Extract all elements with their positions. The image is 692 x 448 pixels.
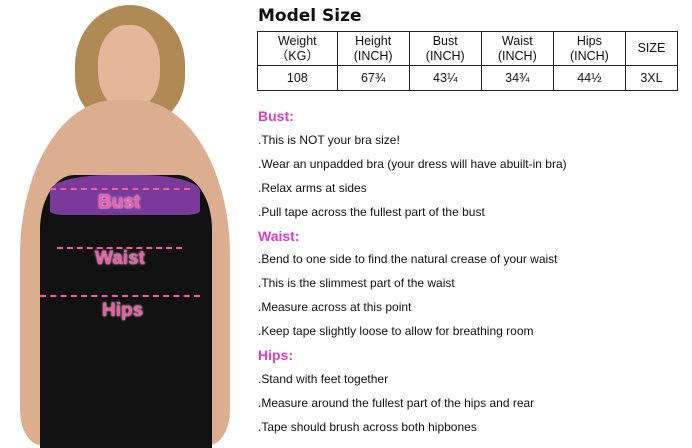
hips-measure-line — [40, 295, 200, 297]
model-figure: Bust Waist Hips — [0, 0, 250, 448]
header-size: SIZE — [624, 31, 679, 66]
model-face — [98, 25, 160, 110]
header-hips: Hips (INCH) — [552, 31, 626, 66]
waist-label: Waist — [95, 248, 145, 269]
list-item: .Bend to one side to find the natural cr… — [258, 252, 558, 266]
list-item: .Keep tape slightly loose to allow for b… — [258, 324, 534, 338]
list-item: .Stand with feet together — [258, 372, 389, 386]
model-bra — [50, 175, 200, 215]
cell-height: 67¾ — [336, 65, 410, 91]
list-item: .Wear an unpadded bra (your dress will h… — [258, 157, 567, 171]
list-item: .Measure around the fullest part of the … — [258, 396, 535, 410]
list-item: .This is the slimmest part of the waist — [258, 276, 455, 290]
bust-measure-line — [50, 188, 190, 190]
table-header-row: Weight （KG） Height (INCH) Bust (INCH) Waist… — [257, 31, 679, 66]
header-weight: Weight （KG） — [257, 31, 338, 66]
header-waist: Waist (INCH) — [480, 31, 554, 66]
list-item: .Pull tape across the fullest part of th… — [258, 205, 485, 219]
list-item: .This is NOT your bra size! — [258, 133, 400, 147]
model-size-table: Weight （KG） Height (INCH) Bust (INCH) Waist… — [257, 31, 679, 91]
bust-label: Bust — [98, 192, 141, 213]
waist-measure-line — [57, 247, 182, 249]
hips-heading: Hips: — [258, 347, 293, 363]
page-title: Model Size — [258, 6, 362, 26]
list-item: .Measure across at this point — [258, 300, 412, 314]
cell-waist: 34¾ — [480, 65, 554, 91]
cell-weight: 108 — [257, 65, 338, 91]
header-bust: Bust (INCH) — [408, 31, 482, 66]
list-item: .Relax arms at sides — [258, 181, 367, 195]
model-dress — [40, 175, 212, 448]
list-item: .Tape should brush across both hipbones — [258, 420, 477, 434]
cell-size: 3XL — [624, 65, 679, 91]
hips-label: Hips — [102, 300, 144, 321]
table-row: 108 67¾ 43¼ 34¾ 44½ 3XL — [257, 65, 679, 91]
cell-hips: 44½ — [552, 65, 626, 91]
bust-heading: Bust: — [258, 108, 294, 124]
waist-heading: Waist: — [258, 228, 300, 244]
cell-bust: 43¼ — [408, 65, 482, 91]
header-height: Height (INCH) — [336, 31, 410, 66]
